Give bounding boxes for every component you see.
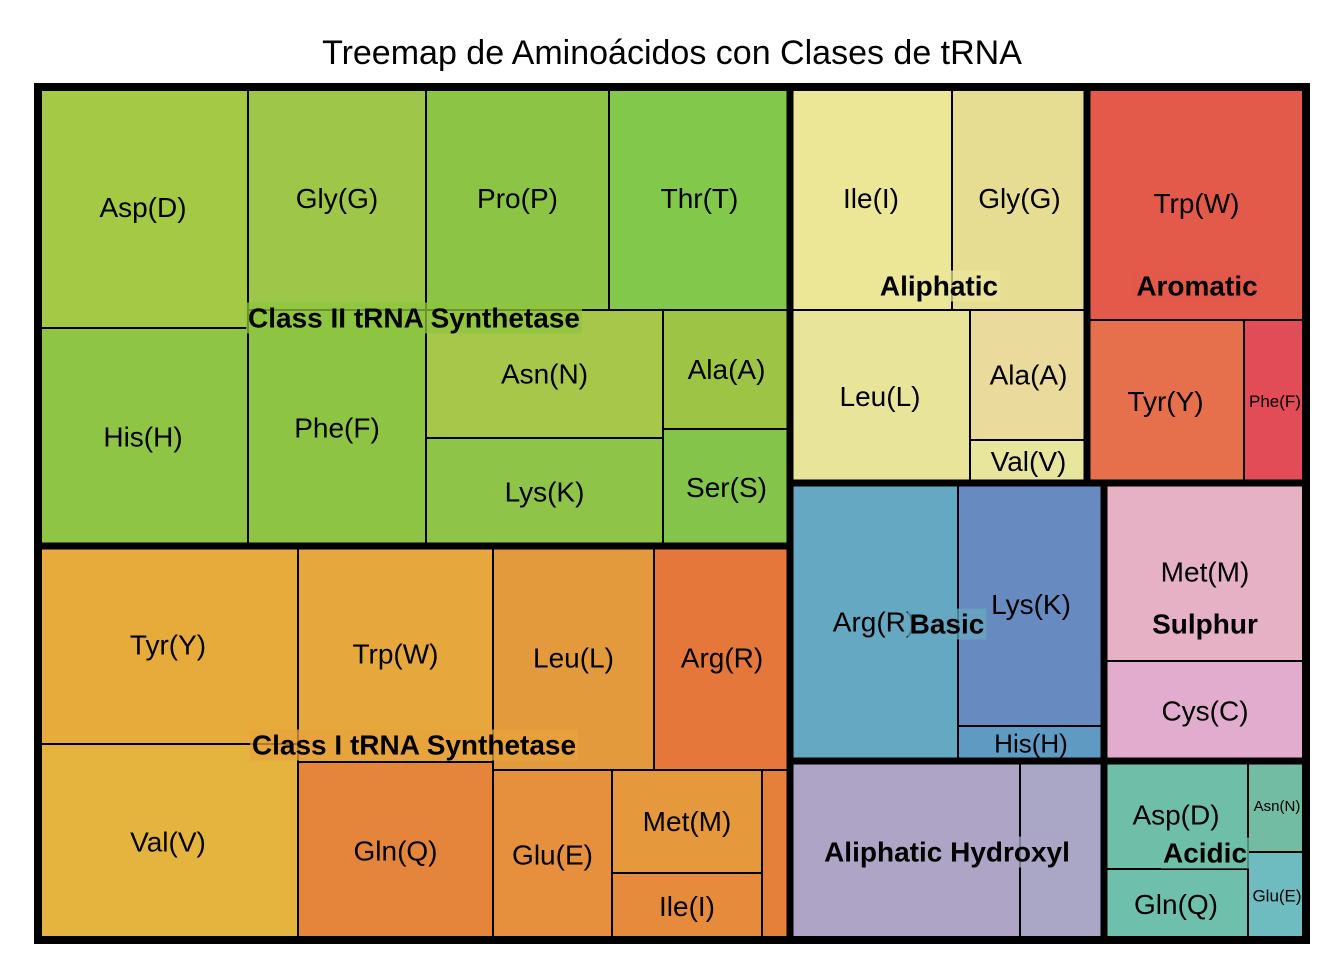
tile-label-class-ii-trna-synthetase-pro-p: Pro(P) (477, 183, 558, 214)
tile-aliphatic-leu-l (789, 309, 971, 484)
tile-label-aromatic-phe-f: Phe(F) (1249, 392, 1301, 411)
chart-title: Treemap de Aminoácidos con Clases de tRN… (322, 34, 1022, 72)
tile-label-class-ii-trna-synthetase-thr-t: Thr(T) (661, 183, 739, 214)
tile-aliphatic-ala-a (969, 309, 1088, 441)
tile-label-basic-his-h: His(H) (994, 729, 1068, 759)
tile-class-i-trna-synthetase-met-m (611, 769, 763, 874)
tile-label-class-i-trna-synthetase-trp-w: Trp(W) (352, 639, 438, 670)
tile-class-i-trna-synthetase-unlabeled-9 (761, 769, 791, 941)
tile-class-i-trna-synthetase-glu-e (492, 769, 613, 941)
tile-label-acidic-asp-d: Asp(D) (1132, 800, 1219, 831)
tile-aromatic-phe-f (1243, 319, 1307, 484)
tile-label-aliphatic-ile-i: Ile(I) (843, 183, 899, 214)
tile-class-i-trna-synthetase-ile-i (611, 872, 763, 941)
treemap-group-borders (34, 83, 1310, 944)
group-label-basic: Basic (910, 609, 985, 640)
tile-class-ii-trna-synthetase-gly-g (247, 86, 427, 311)
tile-label-class-ii-trna-synthetase-ala-a: Ala(A) (688, 354, 766, 385)
tile-acidic-gln-q (1103, 868, 1249, 941)
tile-label-class-i-trna-synthetase-gln-q: Gln(Q) (354, 836, 438, 867)
tile-label-acidic-asn-n: Asn(N) (1254, 798, 1301, 815)
tile-basic-lys-k (957, 482, 1105, 727)
group-label-sulphur: Sulphur (1152, 609, 1258, 640)
group-label-aromatic: Aromatic (1136, 271, 1257, 302)
tile-class-ii-trna-synthetase-asp-d (37, 86, 249, 329)
tile-label-class-ii-trna-synthetase-ser-s: Ser(S) (686, 472, 767, 503)
group-label-class-ii-trna-synthetase: Class II tRNA Synthetase (248, 303, 580, 334)
tile-label-class-ii-trna-synthetase-gly-g: Gly(G) (296, 183, 378, 214)
tile-class-ii-trna-synthetase-ala-a (662, 309, 791, 430)
tile-class-ii-trna-synthetase-his-h (37, 327, 249, 547)
group-label-acidic: Acidic (1163, 838, 1247, 869)
tile-label-class-i-trna-synthetase-ile-i: Ile(I) (659, 891, 715, 922)
tile-label-class-i-trna-synthetase-glu-e: Glu(E) (512, 840, 593, 871)
tile-label-aromatic-trp-w: Trp(W) (1153, 188, 1239, 219)
treemap-outer-border (34, 83, 1310, 944)
tile-label-aliphatic-leu-l: Leu(L) (840, 381, 921, 412)
tile-label-class-i-trna-synthetase-met-m: Met(M) (643, 806, 732, 837)
tile-label-sulphur-cys-c: Cys(C) (1161, 696, 1248, 727)
tile-label-acidic-gln-q: Gln(Q) (1134, 889, 1218, 920)
treemap-group-labels: Class II tRNA Synthetase Class I tRNA Syn… (246, 270, 1260, 869)
tile-label-class-ii-trna-synthetase-his-h: His(H) (103, 422, 182, 453)
tile-acidic-asn-n (1247, 760, 1307, 853)
group-label-aliphatic-hydroxyl: Aliphatic Hydroxyl (824, 837, 1070, 868)
tile-class-ii-trna-synthetase-thr-t (608, 86, 791, 311)
tile-class-i-trna-synthetase-val-v (37, 743, 299, 941)
tile-class-ii-trna-synthetase-ser-s (662, 428, 791, 547)
tile-label-class-i-trna-synthetase-val-v: Val(V) (130, 827, 206, 858)
tile-label-class-ii-trna-synthetase-asp-d: Asp(D) (99, 192, 186, 223)
group-label-bg-aliphatic-hydroxyl (822, 836, 1072, 868)
tile-label-sulphur-met-m: Met(M) (1161, 557, 1250, 588)
tile-class-i-trna-synthetase-trp-w (297, 545, 494, 763)
group-label-bg-acidic (1160, 837, 1250, 869)
group-label-aliphatic: Aliphatic (880, 271, 998, 302)
tile-label-class-ii-trna-synthetase-asn-n: Asn(N) (501, 359, 588, 390)
tile-label-class-ii-trna-synthetase-phe-f: Phe(F) (294, 413, 380, 444)
tile-label-class-i-trna-synthetase-tyr-y: Tyr(Y) (130, 630, 206, 661)
group-label-bg-class-ii-trna-synthetase (246, 302, 582, 334)
tile-label-basic-lys-k: Lys(K) (991, 589, 1071, 620)
tile-class-ii-trna-synthetase-phe-f (247, 309, 427, 547)
group-label-class-i-trna-synthetase: Class I tRNA Synthetase (252, 730, 576, 761)
tile-label-acidic-glu-e: Glu(E) (1252, 887, 1301, 906)
group-label-bg-basic (907, 608, 987, 640)
tile-label-aliphatic-ala-a: Ala(A) (990, 360, 1068, 391)
tile-label-basic-arg-r: Arg(R) (833, 607, 915, 638)
tile-label-aliphatic-val-v: Val(V) (991, 446, 1067, 477)
group-label-bg-aliphatic (877, 270, 1001, 302)
treemap-tiles: Asp(D) Gly(G) Pro(P) Thr(T) His(H) Phe(F) Asn(… (37, 86, 1307, 941)
tile-label-class-i-trna-synthetase-arg-r: Arg(R) (681, 643, 763, 674)
tile-class-i-trna-synthetase-gln-q (297, 761, 494, 941)
tile-label-class-i-trna-synthetase-leu-l: Leu(L) (533, 643, 614, 674)
group-label-bg-sulphur (1150, 608, 1260, 640)
tile-label-aromatic-tyr-y: Tyr(Y) (1127, 386, 1203, 417)
group-label-bg-class-i-trna-synthetase (249, 729, 579, 761)
tile-label-class-ii-trna-synthetase-lys-k: Lys(K) (505, 477, 585, 508)
tile-label-aliphatic-gly-g: Gly(G) (978, 183, 1060, 214)
group-label-bg-aromatic (1134, 270, 1260, 302)
